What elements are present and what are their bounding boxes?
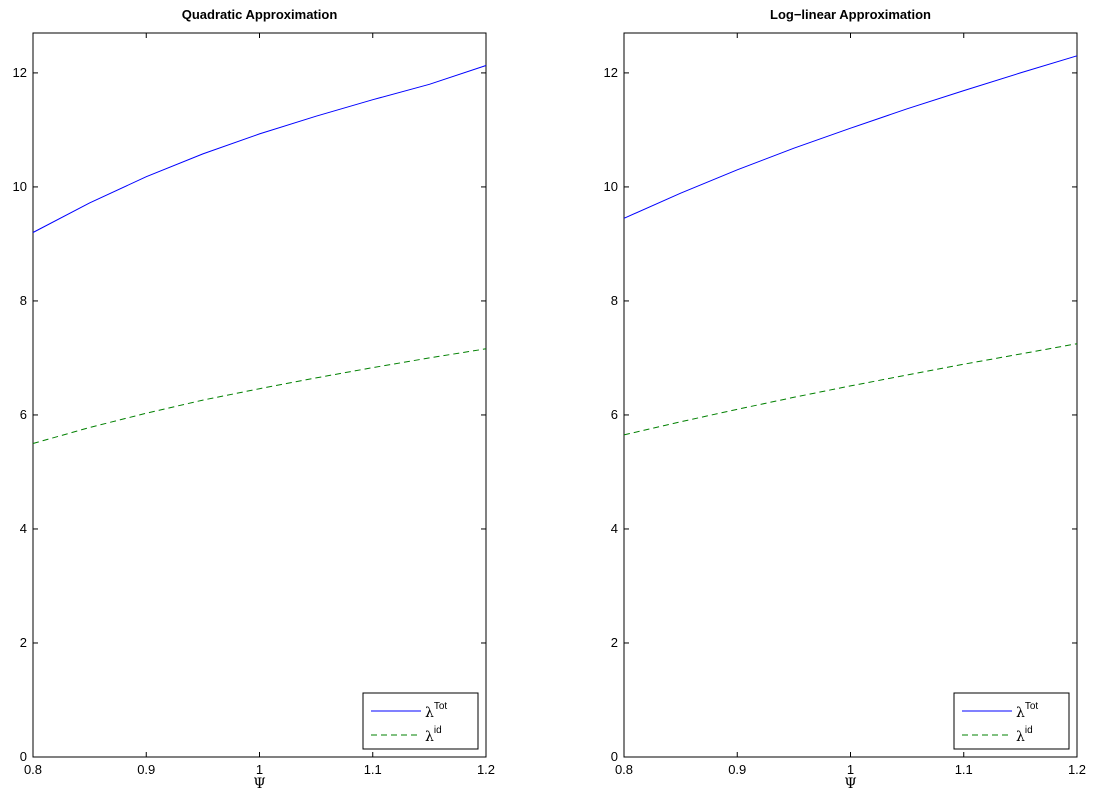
x-tick-label: 1.2 [1068, 762, 1086, 777]
chart-title: Log−linear Approximation [770, 7, 931, 22]
legend-entry: λTot [425, 701, 447, 721]
x-tick-label: 1.1 [364, 762, 382, 777]
y-tick-label: 8 [20, 293, 27, 308]
series-line-lambda-tot [623, 55, 1078, 219]
y-tick-label: 12 [604, 65, 618, 80]
x-tick-label: 1 [847, 762, 854, 777]
y-tick-label: 12 [13, 65, 27, 80]
y-tick-label: 0 [611, 749, 618, 764]
legend-box [953, 692, 1070, 750]
y-tick-label: 0 [20, 749, 27, 764]
y-tick-label: 2 [611, 635, 618, 650]
legend-entry: λid [1016, 725, 1033, 745]
chart-title: Quadratic Approximation [182, 7, 338, 22]
y-tick-label: 6 [20, 407, 27, 422]
x-tick-label: 0.9 [728, 762, 746, 777]
x-tick-label: 0.9 [137, 762, 155, 777]
plot-area [32, 32, 487, 758]
chart-panel-1: Quadratic Approximation 0.8 0.9 1 1.1 1.2 0 2 4 6… [13, 7, 496, 792]
y-tick-label: 4 [20, 521, 27, 536]
y-tick-label: 2 [20, 635, 27, 650]
plot-area [623, 32, 1078, 758]
x-axis-label: Ψ [253, 776, 265, 792]
series-line-lambda-tot [32, 65, 487, 233]
legend: λTot λid [953, 692, 1070, 750]
y-tick-label: 8 [611, 293, 618, 308]
y-tick-label: 6 [611, 407, 618, 422]
y-tick-label: 4 [611, 521, 618, 536]
series-line-lambda-id [623, 343, 1078, 436]
y-tick-label: 10 [604, 179, 618, 194]
series-line-lambda-id [32, 348, 487, 444]
x-tick-label: 1.2 [477, 762, 495, 777]
legend-entry: λid [425, 725, 442, 745]
x-tick-label: 0.8 [24, 762, 42, 777]
x-tick-label: 0.8 [615, 762, 633, 777]
legend-entry: λTot [1016, 701, 1038, 721]
x-tick-label: 1.1 [955, 762, 973, 777]
x-axis-label: Ψ [844, 776, 856, 792]
y-tick-label: 10 [13, 179, 27, 194]
chart-panel-2: Log−linear Approximation 0.8 0.9 1 1.1 1.2 0 2 4… [604, 7, 1087, 792]
legend-box [362, 692, 479, 750]
legend: λTot λid [362, 692, 479, 750]
x-tick-label: 1 [256, 762, 263, 777]
